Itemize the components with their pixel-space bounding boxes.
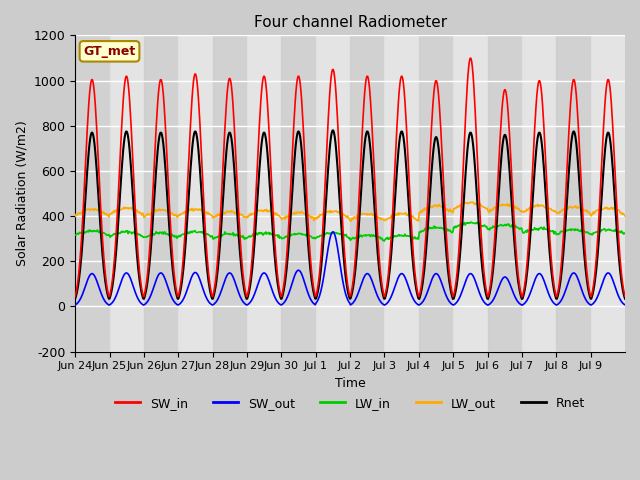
Bar [247, 36, 282, 351]
Bar [144, 36, 179, 351]
Bar [385, 36, 419, 351]
Bar [556, 36, 591, 351]
Y-axis label: Solar Radiation (W/m2): Solar Radiation (W/m2) [15, 120, 28, 266]
Bar [212, 36, 247, 351]
Bar [75, 36, 109, 351]
Bar [522, 36, 556, 351]
Bar [591, 36, 625, 351]
X-axis label: Time: Time [335, 377, 365, 390]
Bar [453, 36, 488, 351]
Bar [282, 36, 316, 351]
Bar [316, 36, 350, 351]
Bar [109, 36, 144, 351]
Bar [488, 36, 522, 351]
Title: Four channel Radiometer: Four channel Radiometer [253, 15, 447, 30]
Bar [350, 36, 385, 351]
Bar [179, 36, 212, 351]
Legend: SW_in, SW_out, LW_in, LW_out, Rnet: SW_in, SW_out, LW_in, LW_out, Rnet [110, 392, 590, 415]
Text: GT_met: GT_met [83, 45, 136, 58]
Bar [419, 36, 453, 351]
